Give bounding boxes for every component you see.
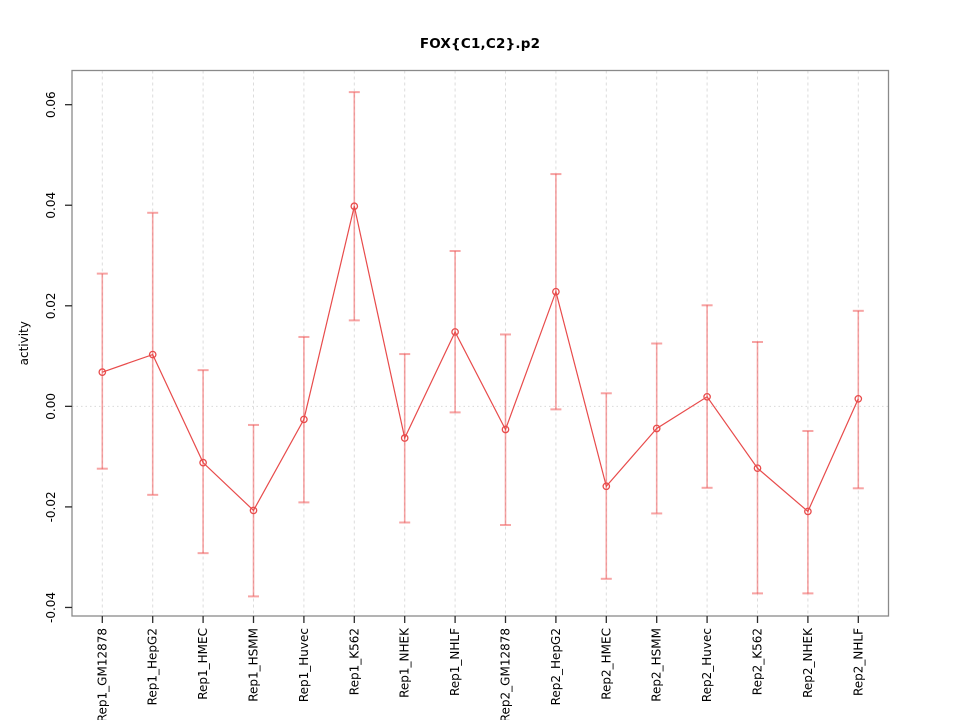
data-point [249,506,258,515]
data-point [804,507,812,516]
data-point [552,287,560,296]
data-point [300,415,308,424]
y-tick-label: 0.04 [44,192,58,219]
y-tick-label: -0.02 [44,491,58,522]
x-tick-label: Rep1_GM12878 [95,628,109,720]
data-point [602,482,611,491]
x-tick-label: Rep1_NHEK [398,627,412,698]
x-tick-label: Rep2_NHLF [851,628,865,696]
data-point [98,368,107,377]
x-tick-label: Rep2_HepG2 [549,628,563,705]
x-tick-label: Rep2_HMEC [599,628,613,700]
series-line [102,206,859,513]
data-point [451,328,459,336]
x-tick-label: Rep1_NHLF [448,628,462,696]
data-point [350,202,359,211]
x-tick-label: Rep1_HMEC [196,628,210,700]
x-tick-label: Rep2_GM12878 [499,628,513,720]
data-point [703,392,711,401]
x-tick-label: Rep1_HepG2 [146,628,160,705]
data-point [854,394,863,403]
y-axis-label: activity [17,321,31,365]
y-tick-label: -0.04 [44,592,58,623]
data-point [501,425,510,434]
chart-title: FOX{C1,C2}.p2 [419,36,541,52]
y-tick-label: 0.06 [44,91,58,118]
data-point [148,350,157,359]
x-tick-label: Rep1_K562 [347,628,361,695]
x-tick-label: Rep2_Huvec [700,628,714,702]
x-tick-label: Rep1_HSMM [247,628,261,702]
x-tick-label: Rep2_NHEK [801,627,815,698]
plot-border [71,69,890,617]
data-point [400,434,409,442]
data-point [199,458,207,467]
data-point [652,424,661,433]
x-tick-label: Rep2_HSMM [650,628,664,702]
y-tick-label: 0.00 [44,393,58,420]
x-tick-label: Rep1_Huvec [297,628,311,702]
y-tick-label: 0.02 [44,292,58,319]
data-point [753,464,762,473]
x-tick-label: Rep2_K562 [751,628,765,695]
